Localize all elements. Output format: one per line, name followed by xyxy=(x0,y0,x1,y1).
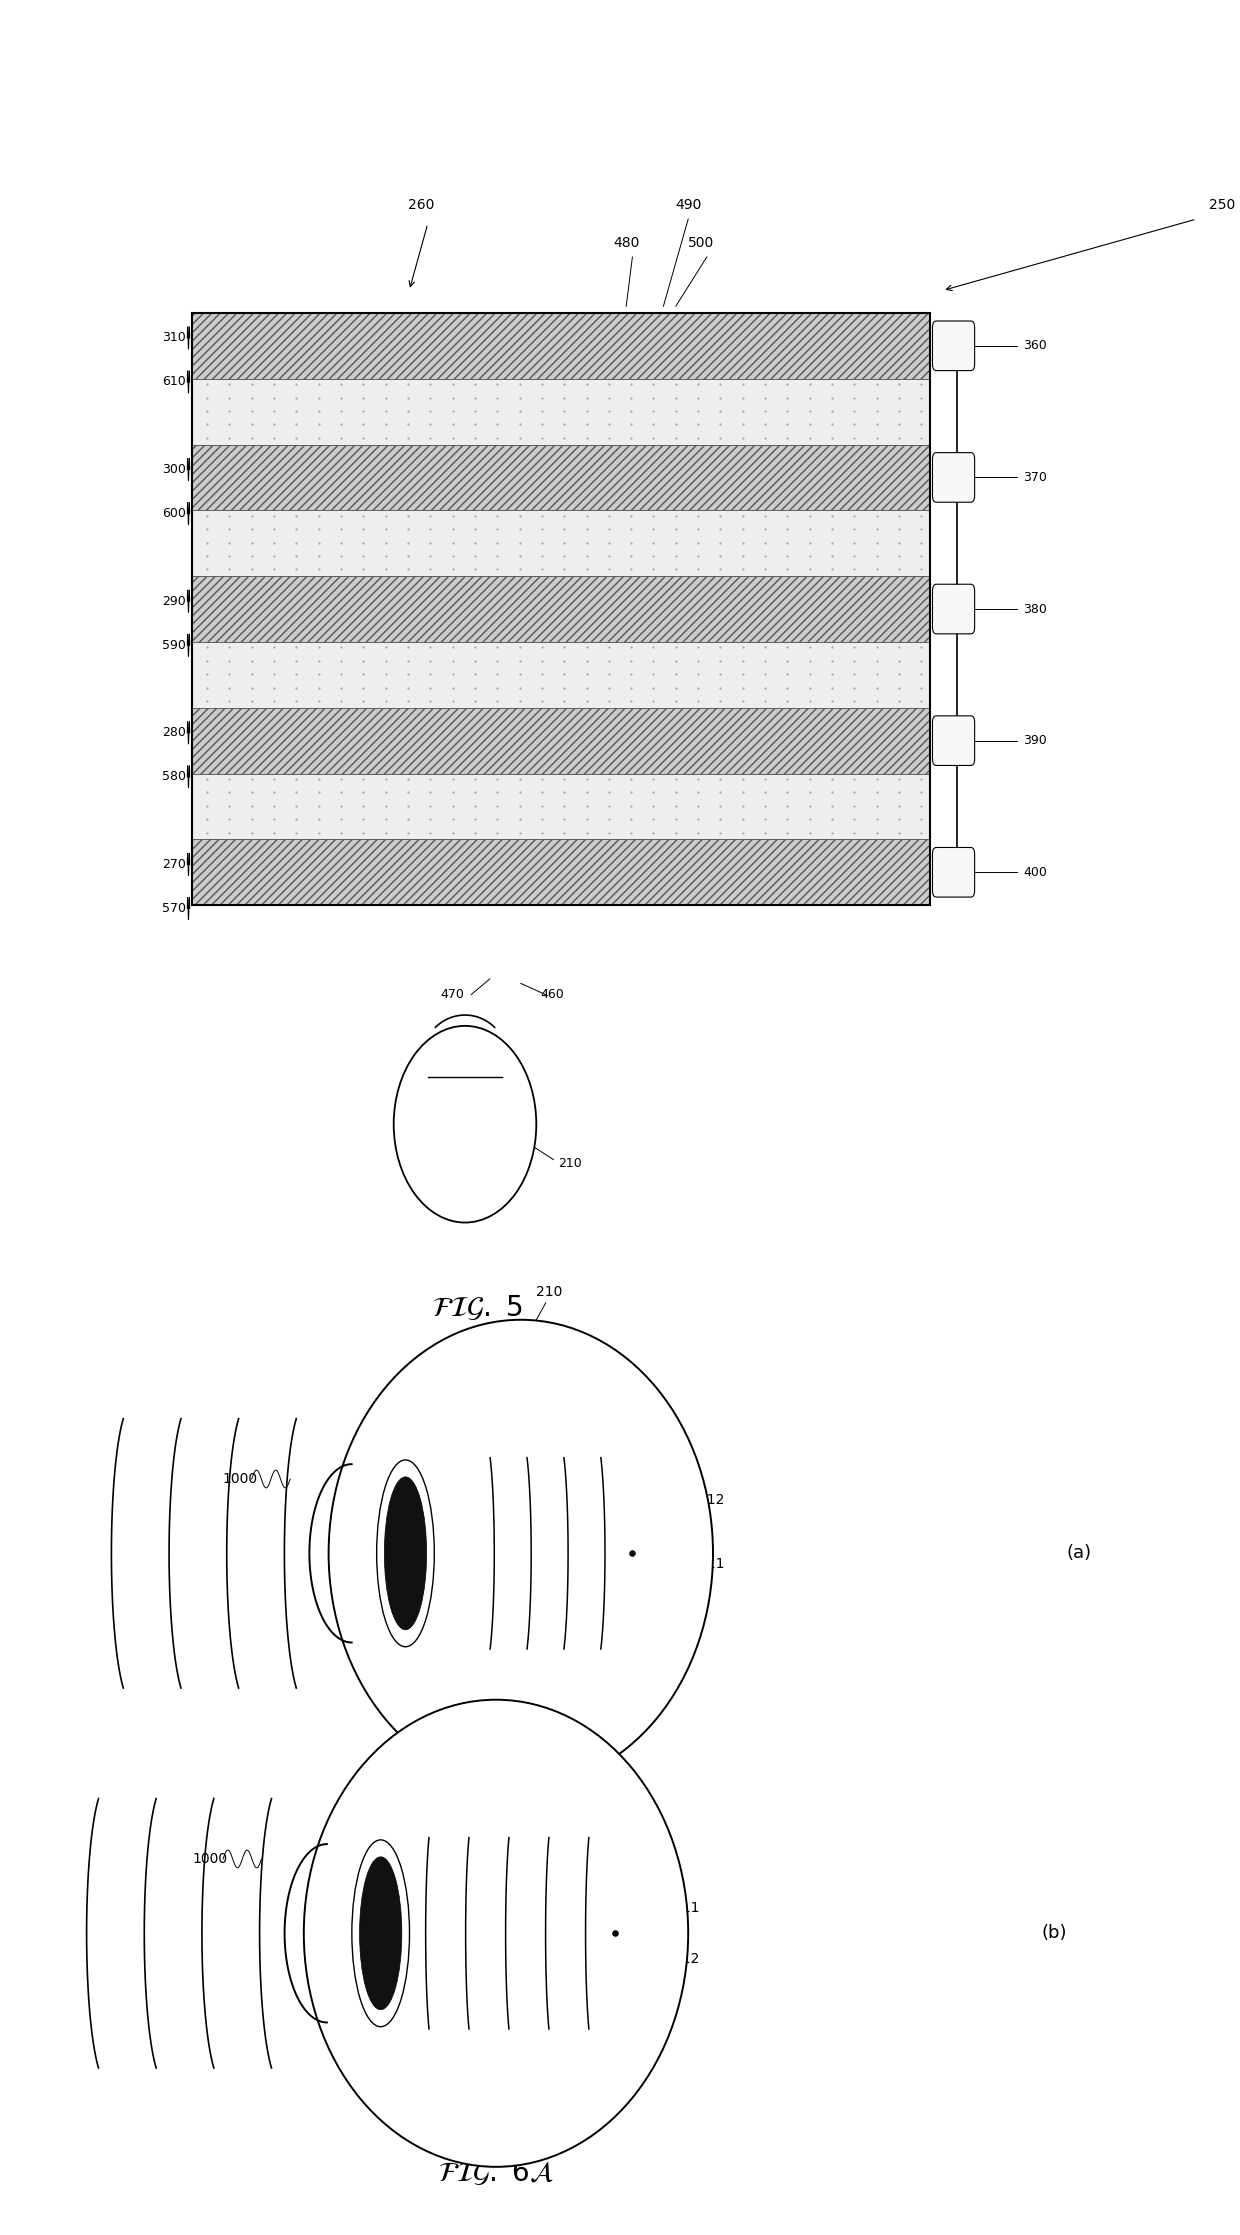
Text: 400: 400 xyxy=(1023,865,1047,878)
Text: 480: 480 xyxy=(613,237,640,250)
Text: 500: 500 xyxy=(687,237,714,250)
Text: 210: 210 xyxy=(537,1285,563,1299)
Text: 610: 610 xyxy=(162,375,186,389)
Ellipse shape xyxy=(360,1857,402,2009)
Text: 470: 470 xyxy=(440,988,465,1001)
Ellipse shape xyxy=(384,1477,427,1629)
Text: 310: 310 xyxy=(162,331,186,344)
Text: 250: 250 xyxy=(1209,199,1235,212)
Text: 390: 390 xyxy=(1023,733,1047,746)
Text: 211: 211 xyxy=(673,1900,699,1915)
Ellipse shape xyxy=(394,1026,536,1223)
Text: 210: 210 xyxy=(512,1654,538,1667)
Bar xyxy=(192,510,930,577)
Text: 580: 580 xyxy=(162,771,186,782)
Text: $\mathcal{FIG}$$.\ 5$: $\mathcal{FIG}$$.\ 5$ xyxy=(432,1294,523,1321)
Bar xyxy=(192,313,930,378)
Text: 212: 212 xyxy=(698,1493,724,1506)
Ellipse shape xyxy=(329,1319,713,1788)
Text: 280: 280 xyxy=(162,726,186,740)
Text: 212: 212 xyxy=(673,1951,699,1967)
Text: 490: 490 xyxy=(675,199,702,212)
Text: 600: 600 xyxy=(162,507,186,521)
Bar xyxy=(192,708,930,773)
Text: 211: 211 xyxy=(698,1558,724,1571)
Text: (a): (a) xyxy=(1066,1544,1091,1562)
Ellipse shape xyxy=(304,1699,688,2168)
Text: 290: 290 xyxy=(162,595,186,608)
Text: 300: 300 xyxy=(162,463,186,476)
Text: 270: 270 xyxy=(162,858,186,872)
FancyBboxPatch shape xyxy=(932,847,975,896)
Bar xyxy=(192,445,930,510)
Text: (b): (b) xyxy=(1042,1924,1068,1942)
Text: 1000: 1000 xyxy=(192,1853,227,1866)
FancyBboxPatch shape xyxy=(932,583,975,635)
Bar xyxy=(192,577,930,641)
FancyBboxPatch shape xyxy=(932,715,975,764)
Bar xyxy=(192,773,930,840)
FancyBboxPatch shape xyxy=(932,322,975,371)
Bar xyxy=(192,378,930,445)
Text: $\mathcal{FIG}$$.\ 6\mathcal{A}$: $\mathcal{FIG}$$.\ 6\mathcal{A}$ xyxy=(438,2159,554,2186)
Text: 590: 590 xyxy=(162,639,186,653)
Text: 260: 260 xyxy=(408,199,435,212)
Text: 1000: 1000 xyxy=(223,1473,258,1486)
FancyBboxPatch shape xyxy=(932,454,975,503)
Text: 460: 460 xyxy=(539,988,564,1001)
Bar xyxy=(192,840,930,905)
Text: 570: 570 xyxy=(162,903,186,914)
Bar xyxy=(192,641,930,708)
Text: 380: 380 xyxy=(1023,603,1047,615)
Bar xyxy=(192,313,930,905)
Text: 210: 210 xyxy=(558,1158,582,1171)
Text: 370: 370 xyxy=(1023,472,1047,485)
Text: 360: 360 xyxy=(1023,340,1047,353)
